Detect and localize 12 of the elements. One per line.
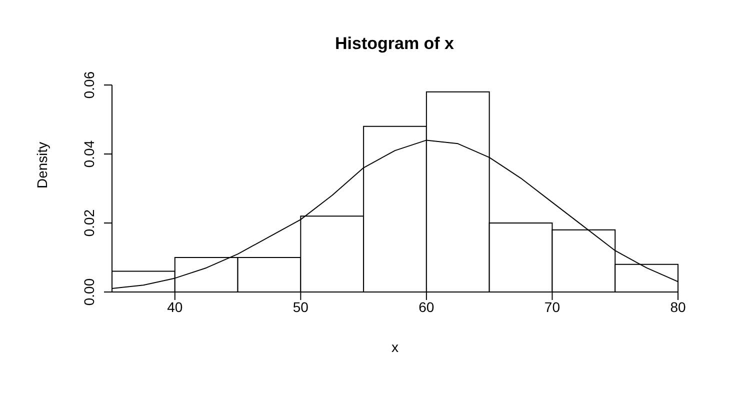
- x-tick-label: 60: [418, 298, 434, 315]
- y-tick-label: 0.06: [81, 71, 97, 99]
- x-axis-title: x: [392, 339, 398, 355]
- chart-title: Histogram of x: [334, 34, 456, 54]
- y-tick-label: 0.00: [81, 278, 97, 306]
- x-tick-label: 80: [670, 298, 686, 315]
- y-tick-label: 0.02: [81, 209, 97, 237]
- y-axis-title: Density: [34, 142, 50, 188]
- y-tick-label: 0.04: [81, 140, 97, 168]
- x-tick-label: 50: [292, 298, 309, 315]
- x-tick-label: 70: [544, 298, 560, 315]
- x-tick-label: 40: [167, 298, 183, 315]
